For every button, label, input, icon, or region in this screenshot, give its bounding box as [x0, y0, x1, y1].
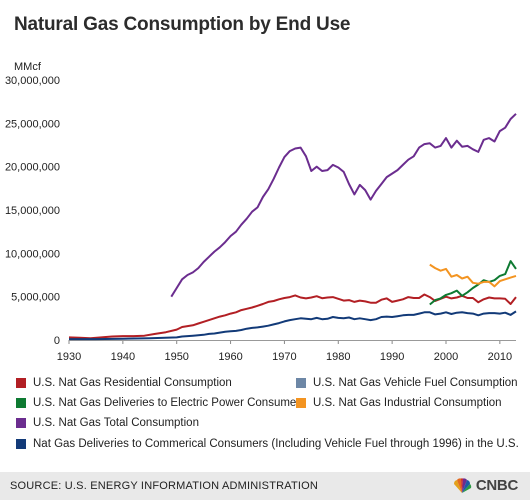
legend-swatch-commercial: [16, 439, 26, 449]
series-line-industrial: [429, 263, 517, 288]
line-chart: 0 5,000,000 10,000,000 15,000,000 20,000,000…: [5, 75, 517, 363]
y-tick-label: 10,000,000: [5, 248, 60, 260]
legend-item-commercial: Nat Gas Deliveries to Commerical Consume…: [16, 438, 519, 450]
x-tick-label: 1990: [380, 351, 404, 363]
legend-item-residential: U.S. Nat Gas Residential Consumption: [16, 377, 232, 389]
y-tick-label: 30,000,000: [5, 75, 60, 87]
legend-item-total: U.S. Nat Gas Total Consumption: [16, 417, 199, 429]
peacock-icon: [453, 477, 472, 493]
x-tick-label: 1970: [272, 351, 296, 363]
legend-swatch-total: [16, 418, 26, 428]
legend-item-industrial: U.S. Nat Gas Industrial Consumption: [296, 397, 502, 409]
x-tick-label: 1980: [326, 351, 350, 363]
series-line-total: [170, 113, 517, 298]
y-tick-label: 0: [54, 335, 60, 347]
legend-item-vehicle-fuel: U.S. Nat Gas Vehicle Fuel Consumption: [296, 377, 518, 389]
x-tick-label: 2000: [434, 351, 458, 363]
series-line-electric-power: [429, 260, 517, 306]
chart-title: Natural Gas Consumption by End Use: [14, 14, 351, 35]
x-tick-label: 2010: [488, 351, 512, 363]
cnbc-logo: CNBC: [451, 477, 518, 494]
legend-swatch-electric-power: [16, 398, 26, 408]
x-axis-ticks: 1930 1940 1950 1960 1970 1980 1990 2000 2010: [57, 340, 512, 363]
series-line-residential: [68, 293, 517, 340]
legend-label-residential: U.S. Nat Gas Residential Consumption: [33, 377, 232, 389]
legend-swatch-residential: [16, 378, 26, 388]
legend-item-electric-power: U.S. Nat Gas Deliveries to Electric Powe…: [16, 397, 306, 409]
legend-label-industrial: U.S. Nat Gas Industrial Consumption: [313, 397, 502, 409]
y-tick-label: 15,000,000: [5, 205, 60, 217]
x-tick-label: 1930: [57, 351, 81, 363]
x-tick-label: 1940: [111, 351, 135, 363]
footer-bar: SOURCE: U.S. ENERGY INFORMATION ADMINIST…: [0, 472, 530, 500]
legend-label-electric-power: U.S. Nat Gas Deliveries to Electric Powe…: [33, 397, 306, 409]
legend-label-vehicle-fuel: U.S. Nat Gas Vehicle Fuel Consumption: [313, 377, 518, 389]
series-lines: [68, 113, 517, 341]
x-tick-label: 1960: [218, 351, 242, 363]
y-tick-label: 5,000,000: [11, 292, 60, 304]
x-tick-label: 1950: [164, 351, 188, 363]
legend-label-commercial: Nat Gas Deliveries to Commerical Consume…: [33, 438, 519, 450]
legend-swatch-vehicle-fuel: [296, 378, 306, 388]
logo-wordmark: CNBC: [475, 477, 518, 494]
y-tick-label: 20,000,000: [5, 162, 60, 174]
y-tick-label: 25,000,000: [5, 118, 60, 130]
series-line-commercial: [69, 310, 517, 341]
legend-swatch-industrial: [296, 398, 306, 408]
legend-label-total: U.S. Nat Gas Total Consumption: [33, 417, 199, 429]
source-note: SOURCE: U.S. ENERGY INFORMATION ADMINIST…: [10, 480, 319, 492]
y-axis-unit-label: MMcf: [14, 61, 41, 73]
y-axis-ticks: 0 5,000,000 10,000,000 15,000,000 20,000,000…: [5, 75, 60, 347]
